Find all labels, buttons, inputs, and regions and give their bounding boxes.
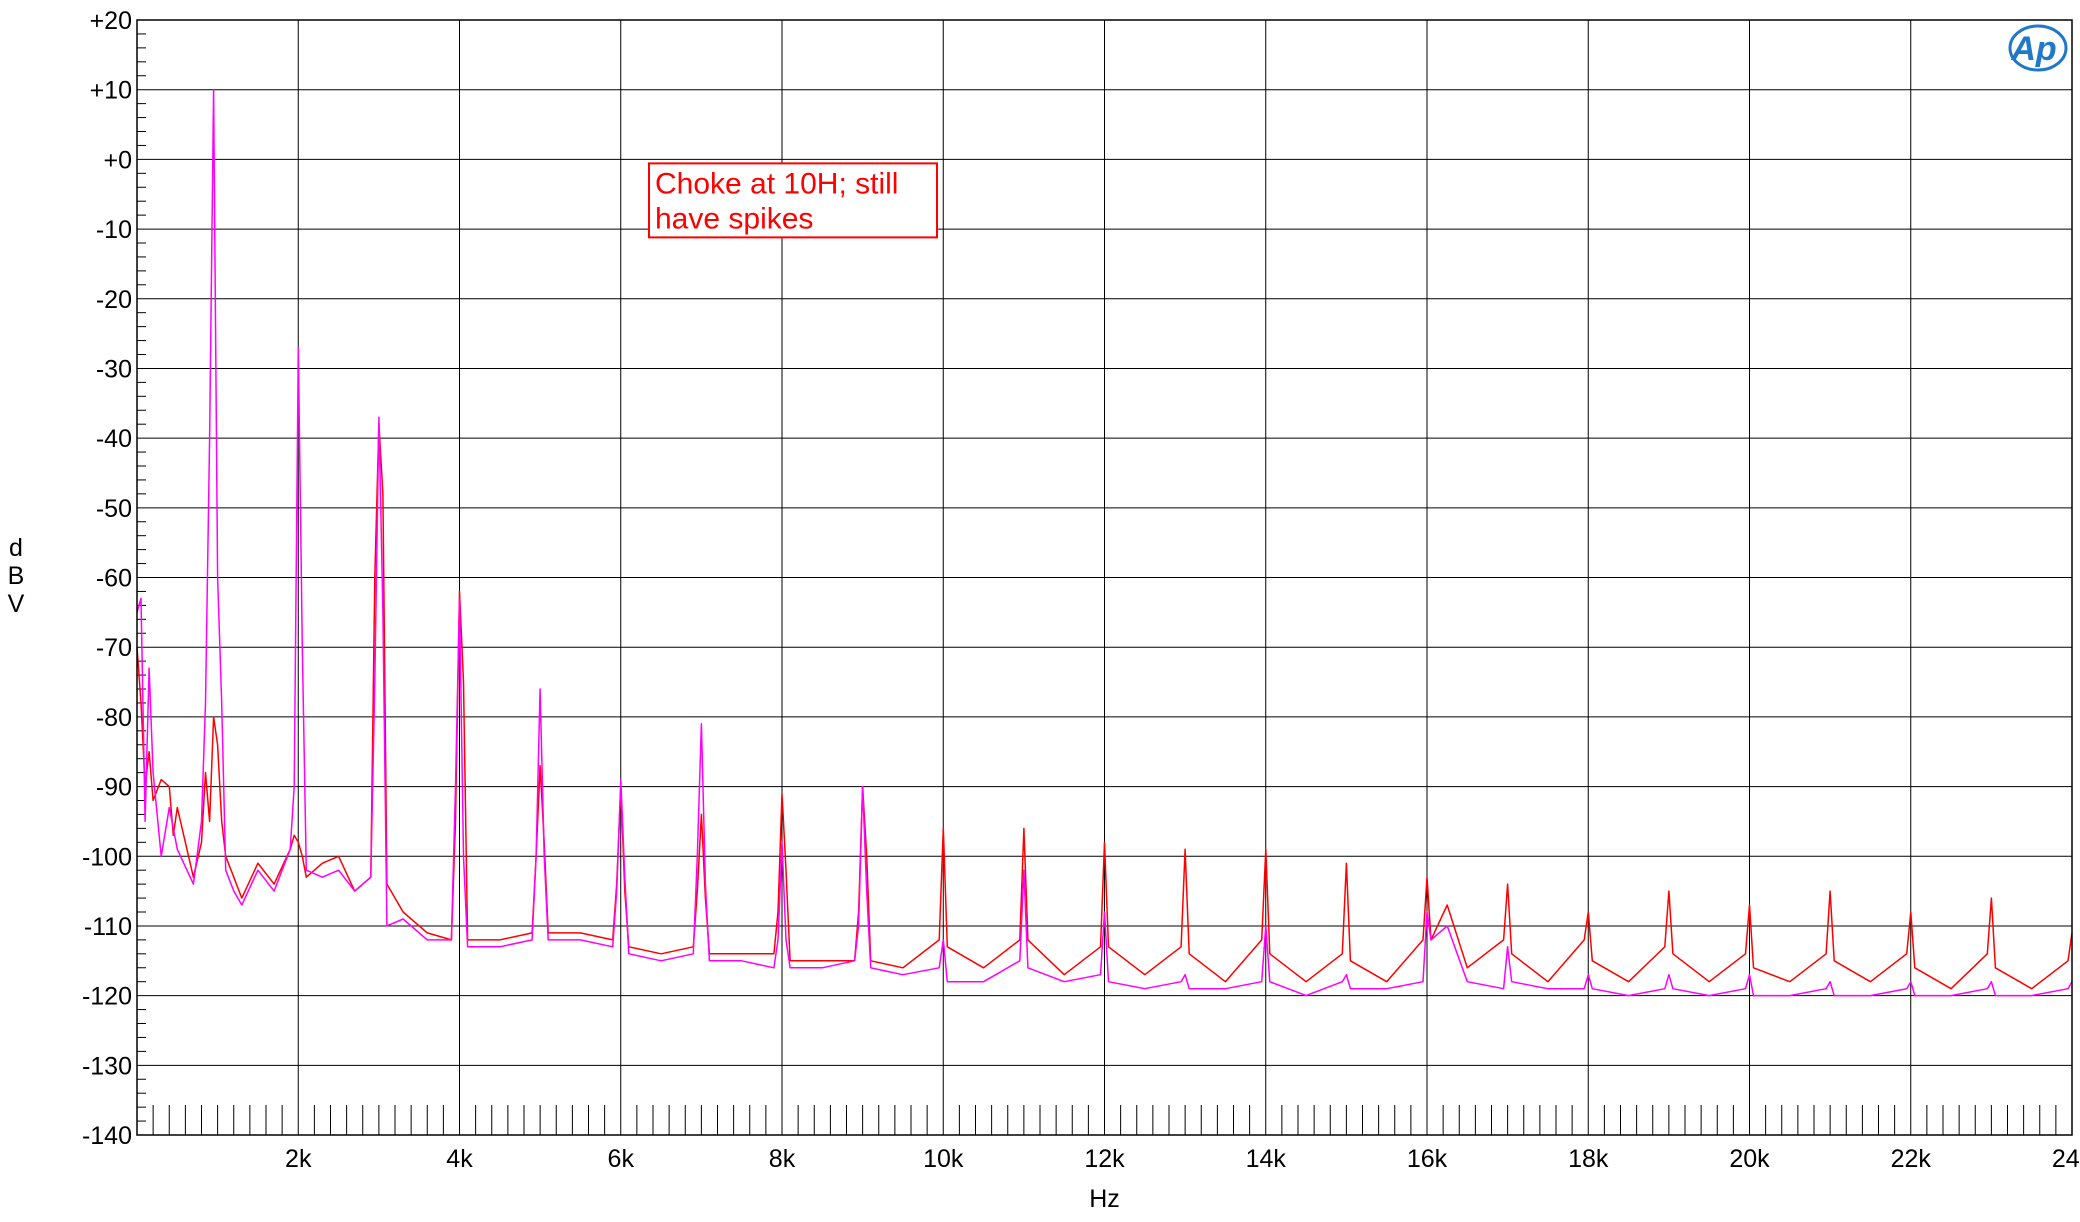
y-tick-label: +0 [103, 146, 132, 174]
y-tick-labels: +20 +10 +0 -10 -20 -30 -40 -50 -60 -70 -80 -90 -100 -… [82, 7, 132, 1150]
x-tick-label: 2k [285, 1145, 312, 1173]
y-tick-label: -70 [96, 634, 132, 662]
x-tick-label: 12k [1084, 1145, 1125, 1173]
x-tick-label: 10k [923, 1145, 964, 1173]
ap-logo-text: Ap [2010, 30, 2056, 68]
y-axis-title-char: V [8, 590, 25, 618]
x-tick-label: 6k [608, 1145, 635, 1173]
y-tick-label: -50 [96, 495, 132, 523]
ap-logo: Ap [2008, 24, 2068, 72]
y-tick-label: -80 [96, 704, 132, 732]
y-tick-label: -10 [96, 216, 132, 244]
y-tick-label: -120 [82, 983, 132, 1011]
y-tick-label: -60 [96, 565, 132, 593]
y-tick-label: +20 [90, 7, 132, 35]
y-tick-label: -20 [96, 286, 132, 314]
y-tick-label: -130 [82, 1052, 132, 1080]
y-axis-title: dBV [8, 534, 25, 618]
x-tick-label: 4k [446, 1145, 473, 1173]
series-layer [136, 88, 2073, 997]
annotation-frame [648, 162, 938, 239]
annotation-box: Choke at 10H; still have spikes [648, 162, 938, 239]
grid [137, 19, 2073, 1136]
y-tick-label: -100 [82, 843, 132, 871]
x-tick-label: 16k [1407, 1145, 1448, 1173]
x-tick-label: 20k [1729, 1145, 1770, 1173]
annotation-line-1: Choke at 10H; still [655, 167, 898, 200]
x-tick-labels: 2k 4k 6k 8k 10k 12k 14k 16k 18k 20k 22k 24k [285, 1145, 2080, 1173]
series-line-2 [136, 88, 2073, 997]
plot-frame [136, 19, 2073, 1136]
y-axis-title-char: B [8, 562, 25, 590]
y-tick-label: -110 [84, 913, 132, 941]
x-tick-label: 18k [1568, 1145, 1609, 1173]
x-tick-label: 24k [2052, 1145, 2080, 1173]
x-axis-title: Hz [1089, 1185, 1120, 1213]
y-tick-label: -30 [96, 355, 132, 383]
x-tick-label: 14k [1246, 1145, 1287, 1173]
ap-logo-ring [2008, 24, 2068, 72]
y-axis-title-char: d [9, 534, 23, 562]
x-tick-label: 22k [1891, 1145, 1932, 1173]
x-tick-label: 8k [769, 1145, 796, 1173]
y-tick-label: -40 [96, 425, 132, 453]
minor-ticks [137, 33, 2057, 1135]
y-tick-label: +10 [90, 77, 132, 105]
y-tick-label: -140 [82, 1122, 132, 1150]
series-line-1 [136, 423, 2073, 990]
annotation-line-2: have spikes [655, 202, 813, 235]
y-tick-label: -90 [96, 774, 132, 802]
